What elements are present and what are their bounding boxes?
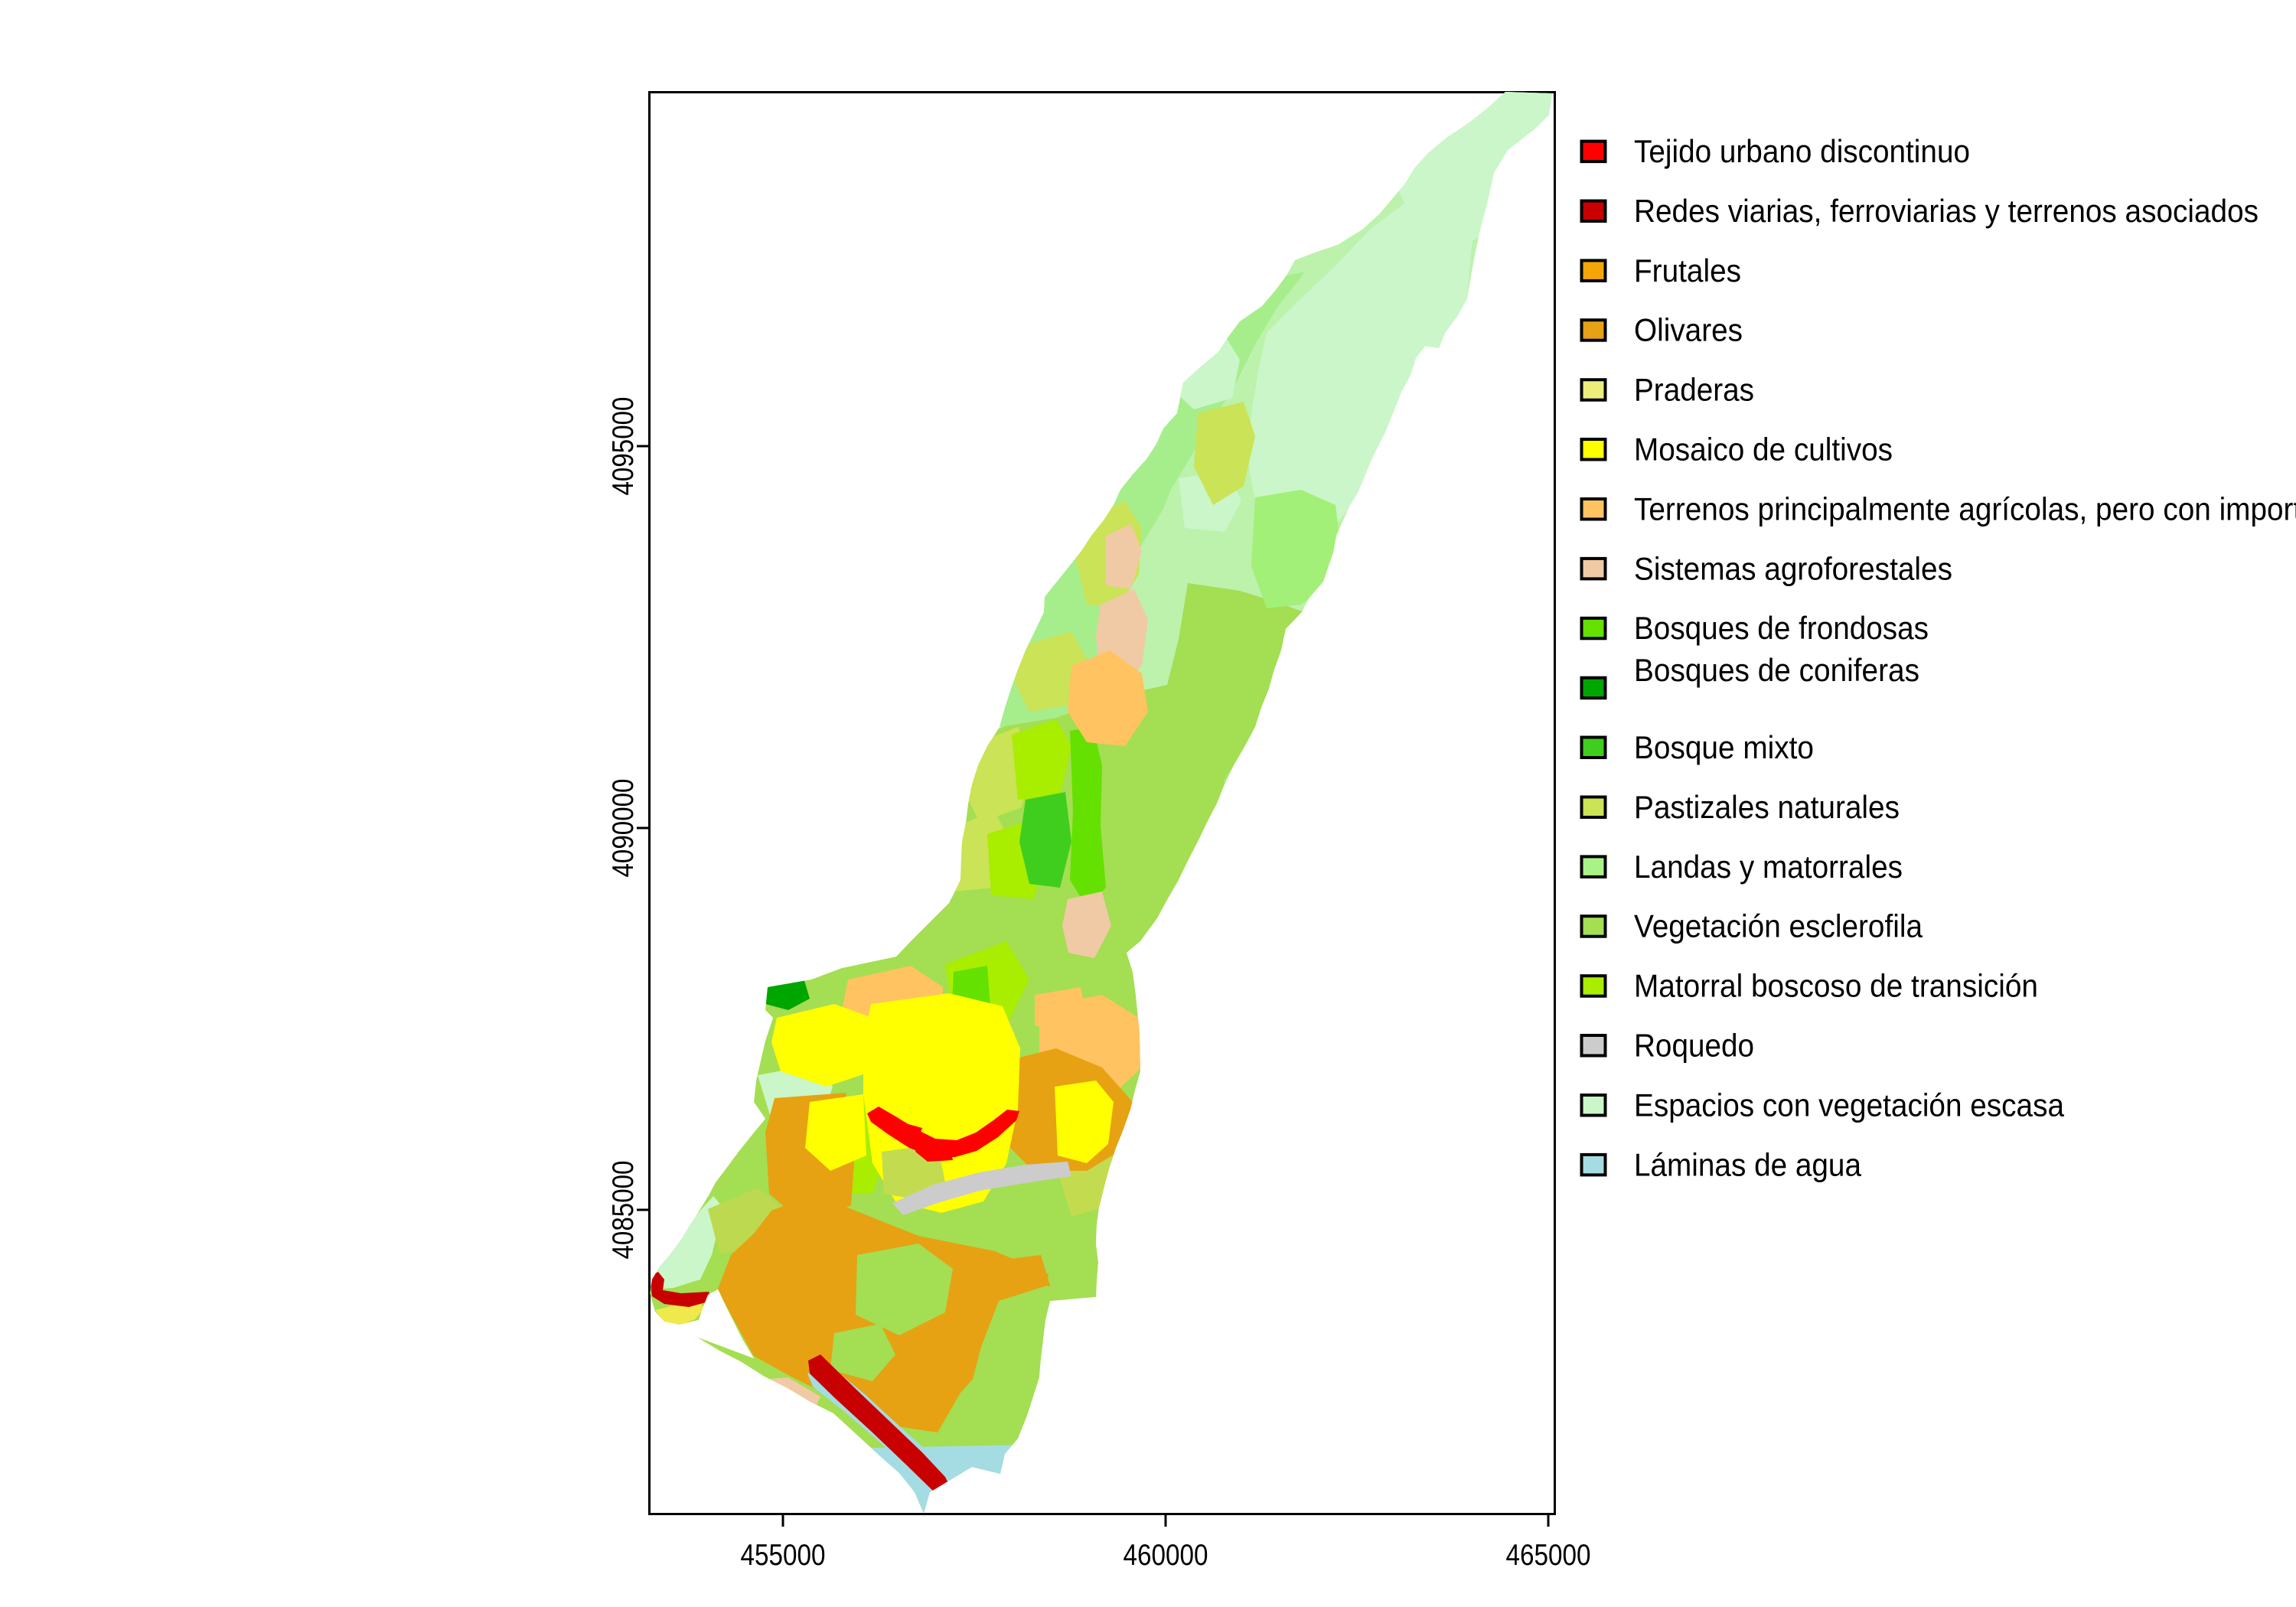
svg-text:Redes viarias, ferroviarias y: Redes viarias, ferroviarias y terrenos a… <box>1634 193 2258 229</box>
svg-text:Bosque mixto: Bosque mixto <box>1634 729 1814 765</box>
svg-text:Bosques de frondosas: Bosques de frondosas <box>1634 610 1929 646</box>
svg-text:Mosaico de cultivos: Mosaico de cultivos <box>1634 432 1893 468</box>
svg-text:Pastizales naturales: Pastizales naturales <box>1634 789 1900 825</box>
svg-text:Terrenos principalmente agríco: Terrenos principalmente agrícolas, pero … <box>1634 491 2296 526</box>
svg-text:4090000: 4090000 <box>607 779 640 878</box>
svg-text:Landas y matorrales: Landas y matorrales <box>1634 849 1903 885</box>
svg-text:Matorral boscoso de transición: Matorral boscoso de transición <box>1634 968 2038 1004</box>
svg-text:4085000: 4085000 <box>607 1161 640 1260</box>
svg-text:Vegetación esclerofila: Vegetación esclerofila <box>1634 908 1923 944</box>
svg-text:Roquedo: Roquedo <box>1634 1028 1754 1064</box>
svg-text:Sistemas agroforestales: Sistemas agroforestales <box>1634 550 1952 586</box>
svg-text:Olivares: Olivares <box>1634 312 1743 348</box>
svg-text:Bosques de coniferas: Bosques de coniferas <box>1634 652 1919 688</box>
svg-text:465000: 465000 <box>1506 1539 1591 1572</box>
svg-text:Espacios con vegetación escasa: Espacios con vegetación escasa <box>1634 1087 2065 1123</box>
svg-text:460000: 460000 <box>1124 1539 1208 1572</box>
svg-text:Tejido urbano discontinuo: Tejido urbano discontinuo <box>1634 133 1970 169</box>
svg-text:Praderas: Praderas <box>1634 372 1754 408</box>
svg-text:Frutales: Frutales <box>1634 253 1741 288</box>
svg-text:455000: 455000 <box>741 1539 826 1572</box>
svg-text:Láminas de agua: Láminas de agua <box>1634 1146 1862 1182</box>
svg-text:4095000: 4095000 <box>607 397 640 496</box>
